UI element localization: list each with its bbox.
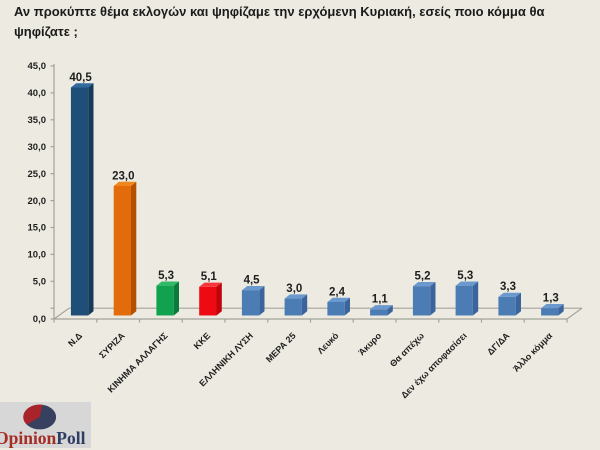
- svg-text:40,5: 40,5: [69, 72, 92, 84]
- svg-text:25,0: 25,0: [28, 169, 47, 180]
- svg-text:5,0: 5,0: [33, 277, 46, 288]
- svg-text:1,1: 1,1: [372, 294, 389, 306]
- svg-text:4,5: 4,5: [244, 275, 261, 287]
- svg-text:0,0: 0,0: [33, 314, 46, 325]
- svg-text:2,4: 2,4: [329, 286, 346, 298]
- svg-text:ΚΚΕ: ΚΚΕ: [192, 331, 213, 352]
- svg-text:15,0: 15,0: [28, 223, 47, 234]
- svg-text:23,0: 23,0: [112, 170, 134, 182]
- svg-text:Λευκό: Λευκό: [315, 330, 341, 356]
- svg-text:3,3: 3,3: [500, 281, 516, 293]
- svg-text:ΔΓ/ΔΑ: ΔΓ/ΔΑ: [485, 330, 512, 357]
- svg-text:5,1: 5,1: [201, 271, 218, 283]
- svg-text:Ν.Δ: Ν.Δ: [66, 330, 84, 348]
- svg-text:3,0: 3,0: [286, 283, 302, 295]
- svg-text:20,0: 20,0: [28, 196, 47, 207]
- svg-text:10,0: 10,0: [28, 250, 47, 261]
- svg-text:Άκυρο: Άκυρο: [357, 330, 384, 357]
- svg-text:40,0: 40,0: [28, 88, 47, 99]
- svg-text:5,3: 5,3: [457, 270, 473, 282]
- svg-text:ΜΕΡΑ 25: ΜΕΡΑ 25: [264, 331, 298, 365]
- svg-text:Θα απέχω: Θα απέχω: [388, 330, 427, 369]
- svg-text:35,0: 35,0: [28, 115, 47, 126]
- svg-text:5,2: 5,2: [415, 271, 431, 283]
- svg-text:1,3: 1,3: [543, 293, 559, 305]
- svg-text:Άλλο κόμμα: Άλλο κόμμα: [511, 330, 555, 374]
- svg-text:5,3: 5,3: [158, 270, 174, 282]
- svg-text:30,0: 30,0: [28, 142, 47, 153]
- svg-text:45,0: 45,0: [28, 61, 47, 72]
- svg-text:ΣΥΡΙΖΑ: ΣΥΡΙΖΑ: [97, 330, 127, 360]
